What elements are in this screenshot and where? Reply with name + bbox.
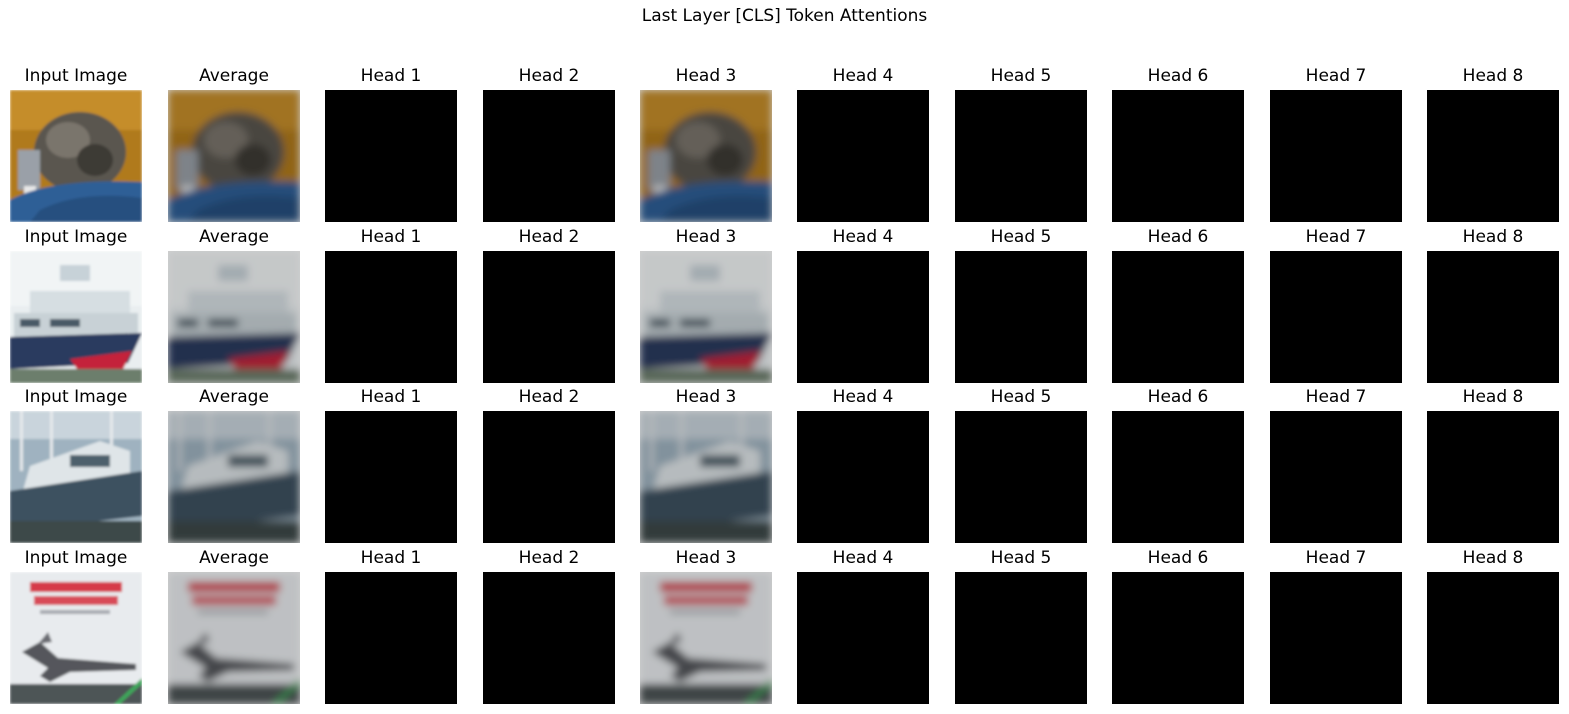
attention-map-head-5: [955, 90, 1087, 222]
input-image: [10, 572, 142, 704]
panel-title-head-5: Head 5: [990, 548, 1052, 568]
attention-map-head-6: [1112, 251, 1244, 383]
attention-map-head-4: [797, 251, 929, 383]
attention-map-average: [168, 90, 300, 222]
attention-map-head-1: [325, 411, 457, 543]
attention-overlay-image: [640, 411, 772, 543]
attention-overlay-image: [168, 411, 300, 543]
input-image-panel: [10, 572, 142, 704]
attention-map-head-1: [325, 572, 457, 704]
attention-overlay-image: [640, 572, 772, 704]
input-image-panel: [10, 90, 142, 222]
attention-map-head-4: [797, 90, 929, 222]
attention-overlay-image: [168, 90, 300, 222]
attention-map-average: [168, 572, 300, 704]
panel-title-head-3: Head 3: [675, 66, 737, 86]
panel-title-head-6: Head 6: [1147, 548, 1209, 568]
panel-title-head-4: Head 4: [832, 548, 894, 568]
attention-map-head-6: [1112, 572, 1244, 704]
attention-map-head-1: [325, 90, 457, 222]
attention-map-head-7: [1270, 572, 1402, 704]
input-image-panel: [10, 251, 142, 383]
attention-map-head-7: [1270, 251, 1402, 383]
attention-overlay-image: [168, 572, 300, 704]
attention-map-head-4: [797, 411, 929, 543]
input-image: [10, 411, 142, 543]
attention-map-head-6: [1112, 411, 1244, 543]
attention-map-head-4: [797, 572, 929, 704]
panel-title-head-4: Head 4: [832, 227, 894, 247]
input-image: [10, 251, 142, 383]
panel-title-head-4: Head 4: [832, 66, 894, 86]
panel-title-head-8: Head 8: [1462, 227, 1524, 247]
panel-title-head-3: Head 3: [675, 387, 737, 407]
panel-title-head-6: Head 6: [1147, 227, 1209, 247]
panel-title-head-8: Head 8: [1462, 387, 1524, 407]
attention-map-head-3: [640, 572, 772, 704]
attention-map-head-6: [1112, 90, 1244, 222]
panel-title-head-1: Head 1: [360, 66, 422, 86]
panel-title-average: Average: [199, 66, 269, 86]
attention-map-head-5: [955, 572, 1087, 704]
panel-title-average: Average: [199, 387, 269, 407]
panel-title-average: Average: [199, 227, 269, 247]
attention-map-average: [168, 411, 300, 543]
attention-map-head-8: [1427, 411, 1559, 543]
attention-map-head-3: [640, 411, 772, 543]
attention-map-head-2: [483, 572, 615, 704]
panel-title-head-6: Head 6: [1147, 387, 1209, 407]
panel-title-head-8: Head 8: [1462, 66, 1524, 86]
panel-title-head-3: Head 3: [675, 548, 737, 568]
panel-title-head-1: Head 1: [360, 387, 422, 407]
panel-title-input-image: Input Image: [24, 227, 128, 247]
attention-map-head-7: [1270, 90, 1402, 222]
panel-title-head-5: Head 5: [990, 66, 1052, 86]
attention-map-head-7: [1270, 411, 1402, 543]
panel-title-input-image: Input Image: [24, 387, 128, 407]
panel-title-head-8: Head 8: [1462, 548, 1524, 568]
panel-title-head-7: Head 7: [1305, 548, 1367, 568]
attention-overlay-image: [640, 251, 772, 383]
attention-map-head-2: [483, 90, 615, 222]
panel-title-average: Average: [199, 548, 269, 568]
panel-title-head-6: Head 6: [1147, 66, 1209, 86]
panel-title-head-2: Head 2: [518, 66, 580, 86]
attention-map-head-3: [640, 90, 772, 222]
panel-title-input-image: Input Image: [24, 66, 128, 86]
attention-map-head-2: [483, 411, 615, 543]
attention-map-head-5: [955, 411, 1087, 543]
panel-title-head-7: Head 7: [1305, 66, 1367, 86]
panel-title-head-2: Head 2: [518, 387, 580, 407]
attention-map-head-5: [955, 251, 1087, 383]
attention-map-head-2: [483, 251, 615, 383]
panel-title-head-2: Head 2: [518, 227, 580, 247]
panel-title-head-4: Head 4: [832, 387, 894, 407]
attention-map-head-1: [325, 251, 457, 383]
panel-title-head-5: Head 5: [990, 227, 1052, 247]
panel-title-head-5: Head 5: [990, 387, 1052, 407]
attention-map-head-8: [1427, 90, 1559, 222]
attention-overlay-image: [168, 251, 300, 383]
attention-map-head-8: [1427, 572, 1559, 704]
input-image-panel: [10, 411, 142, 543]
panel-title-head-1: Head 1: [360, 227, 422, 247]
panel-title-input-image: Input Image: [24, 548, 128, 568]
attention-map-average: [168, 251, 300, 383]
panel-title-head-3: Head 3: [675, 227, 737, 247]
panel-title-head-7: Head 7: [1305, 387, 1367, 407]
figure-title: Last Layer [CLS] Token Attentions: [641, 6, 928, 26]
panel-title-head-2: Head 2: [518, 548, 580, 568]
input-image: [10, 90, 142, 222]
attention-overlay-image: [640, 90, 772, 222]
panel-title-head-1: Head 1: [360, 548, 422, 568]
attention-map-head-3: [640, 251, 772, 383]
panel-title-head-7: Head 7: [1305, 227, 1367, 247]
attention-map-head-8: [1427, 251, 1559, 383]
